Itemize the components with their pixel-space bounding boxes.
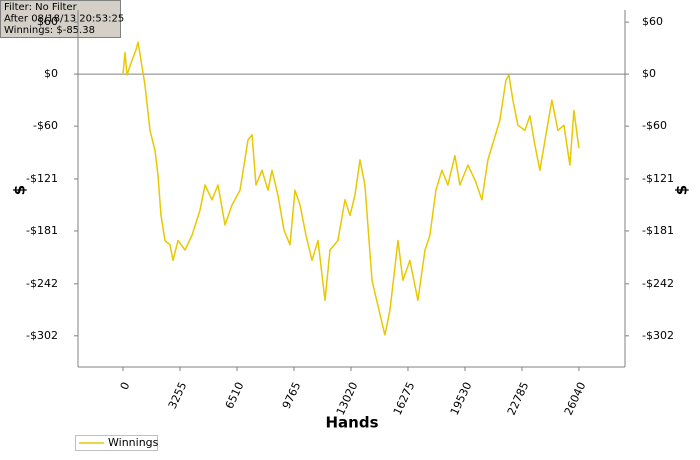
x-tick-label: 0: [118, 380, 133, 392]
y-tick-label: -$121: [26, 172, 58, 185]
legend-label: Winnings: [108, 436, 159, 449]
x-axis-title: Hands: [325, 414, 378, 432]
y-tick-label: -$60: [33, 119, 58, 132]
y2-tick-label: -$302: [642, 329, 674, 342]
info-line: Winnings: $-85.38: [4, 25, 95, 36]
y2-tick-label: -$60: [642, 119, 667, 132]
y2-tick-label: -$242: [642, 277, 674, 290]
y-tick-label: -$302: [26, 329, 58, 342]
y2-tick-label: $0: [642, 67, 656, 80]
info-line: After 08/18/13 20:53:25: [4, 14, 124, 25]
info-line: Filter: No Filter: [4, 2, 78, 13]
y2-axis-title: $: [673, 185, 691, 195]
y-axis-title: $: [11, 185, 29, 195]
y-tick-label: $0: [44, 67, 58, 80]
y-tick-label: -$181: [26, 224, 58, 237]
info-box-frame: [0, 0, 121, 38]
series-line: [122, 41, 580, 336]
y2-tick-label: -$121: [642, 172, 674, 185]
y-tick-label: $60: [37, 15, 58, 28]
y2-tick-label: -$181: [642, 224, 674, 237]
y-tick-label: -$242: [26, 277, 58, 290]
y2-tick-label: $60: [642, 15, 663, 28]
legend-frame: [75, 435, 158, 451]
